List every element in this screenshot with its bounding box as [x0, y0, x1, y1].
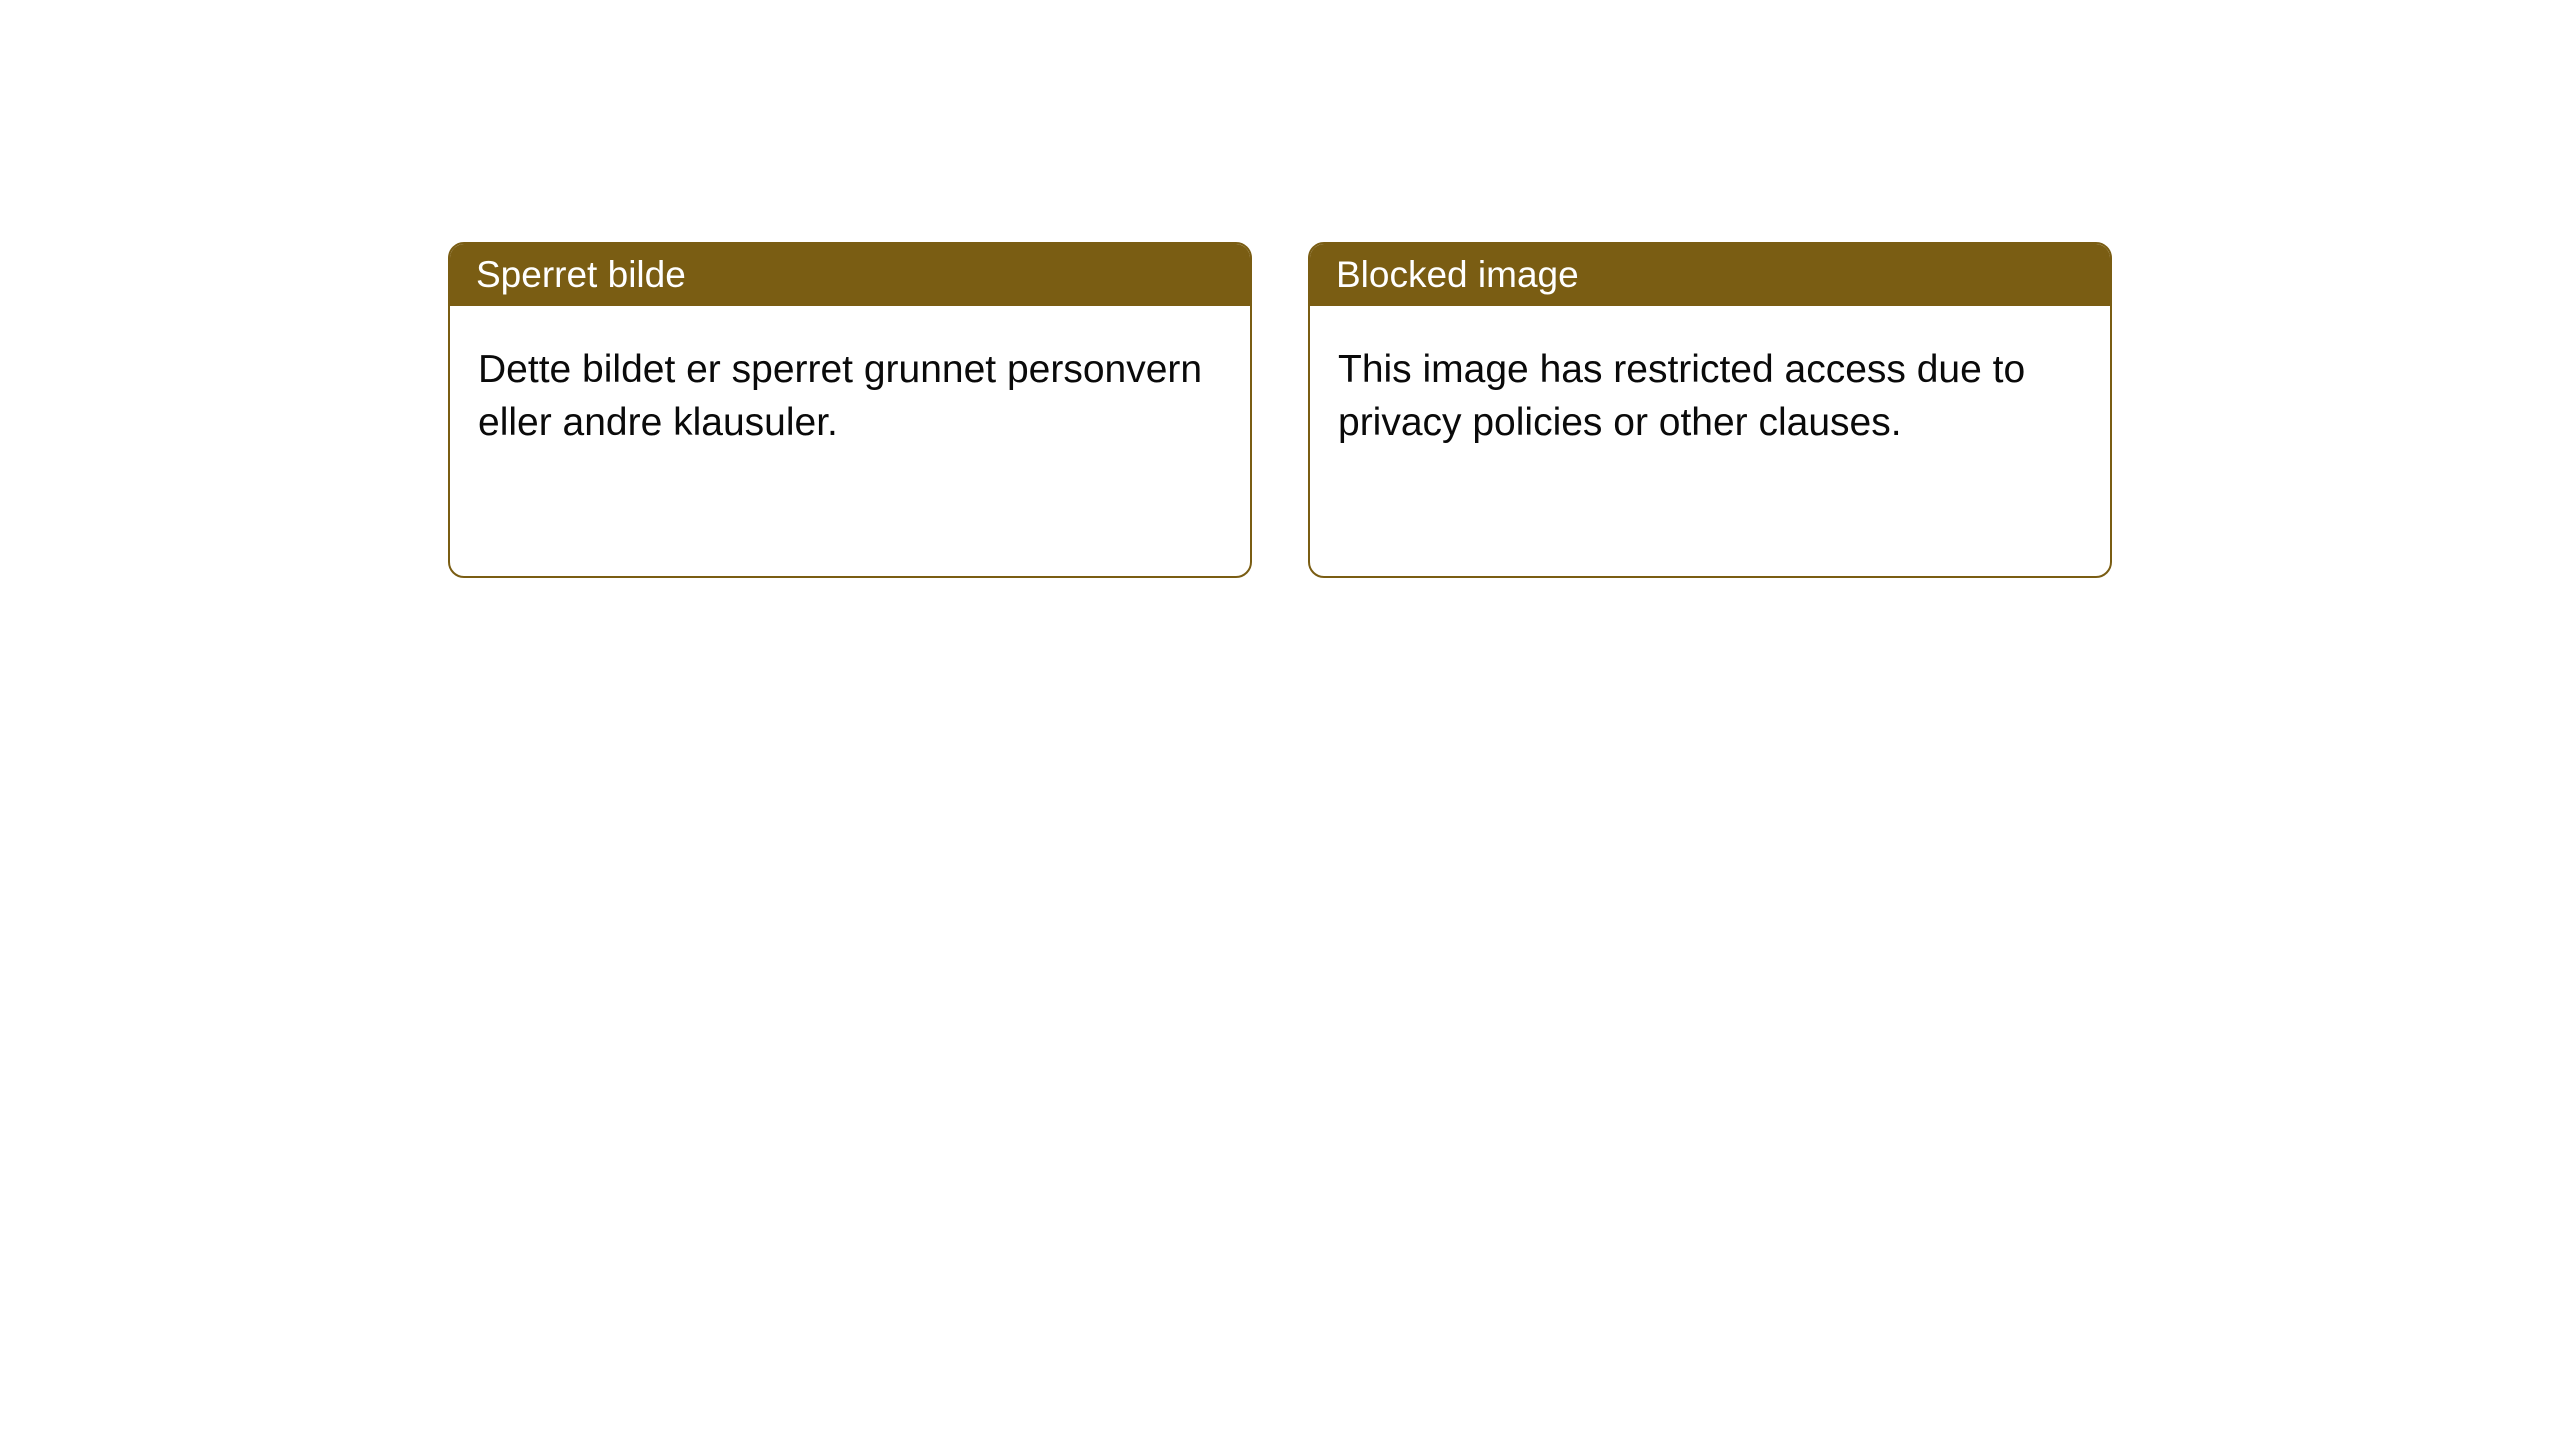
blocked-image-card-en: Blocked image This image has restricted …: [1308, 242, 2112, 578]
notice-cards-container: Sperret bilde Dette bildet er sperret gr…: [0, 0, 2560, 578]
card-body-no: Dette bildet er sperret grunnet personve…: [450, 306, 1250, 576]
card-body-en: This image has restricted access due to …: [1310, 306, 2110, 576]
card-header-no: Sperret bilde: [450, 244, 1250, 306]
card-header-en: Blocked image: [1310, 244, 2110, 306]
blocked-image-card-no: Sperret bilde Dette bildet er sperret gr…: [448, 242, 1252, 578]
